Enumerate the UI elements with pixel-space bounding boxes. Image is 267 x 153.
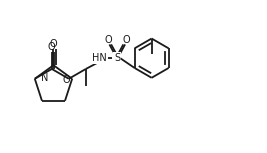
Text: O: O: [122, 35, 130, 45]
Text: S: S: [114, 53, 120, 63]
Text: HN: HN: [92, 53, 107, 63]
Text: O: O: [105, 35, 112, 45]
Text: O: O: [50, 39, 57, 49]
Text: O: O: [62, 75, 70, 85]
Text: O: O: [48, 42, 56, 52]
Text: N: N: [41, 73, 48, 83]
